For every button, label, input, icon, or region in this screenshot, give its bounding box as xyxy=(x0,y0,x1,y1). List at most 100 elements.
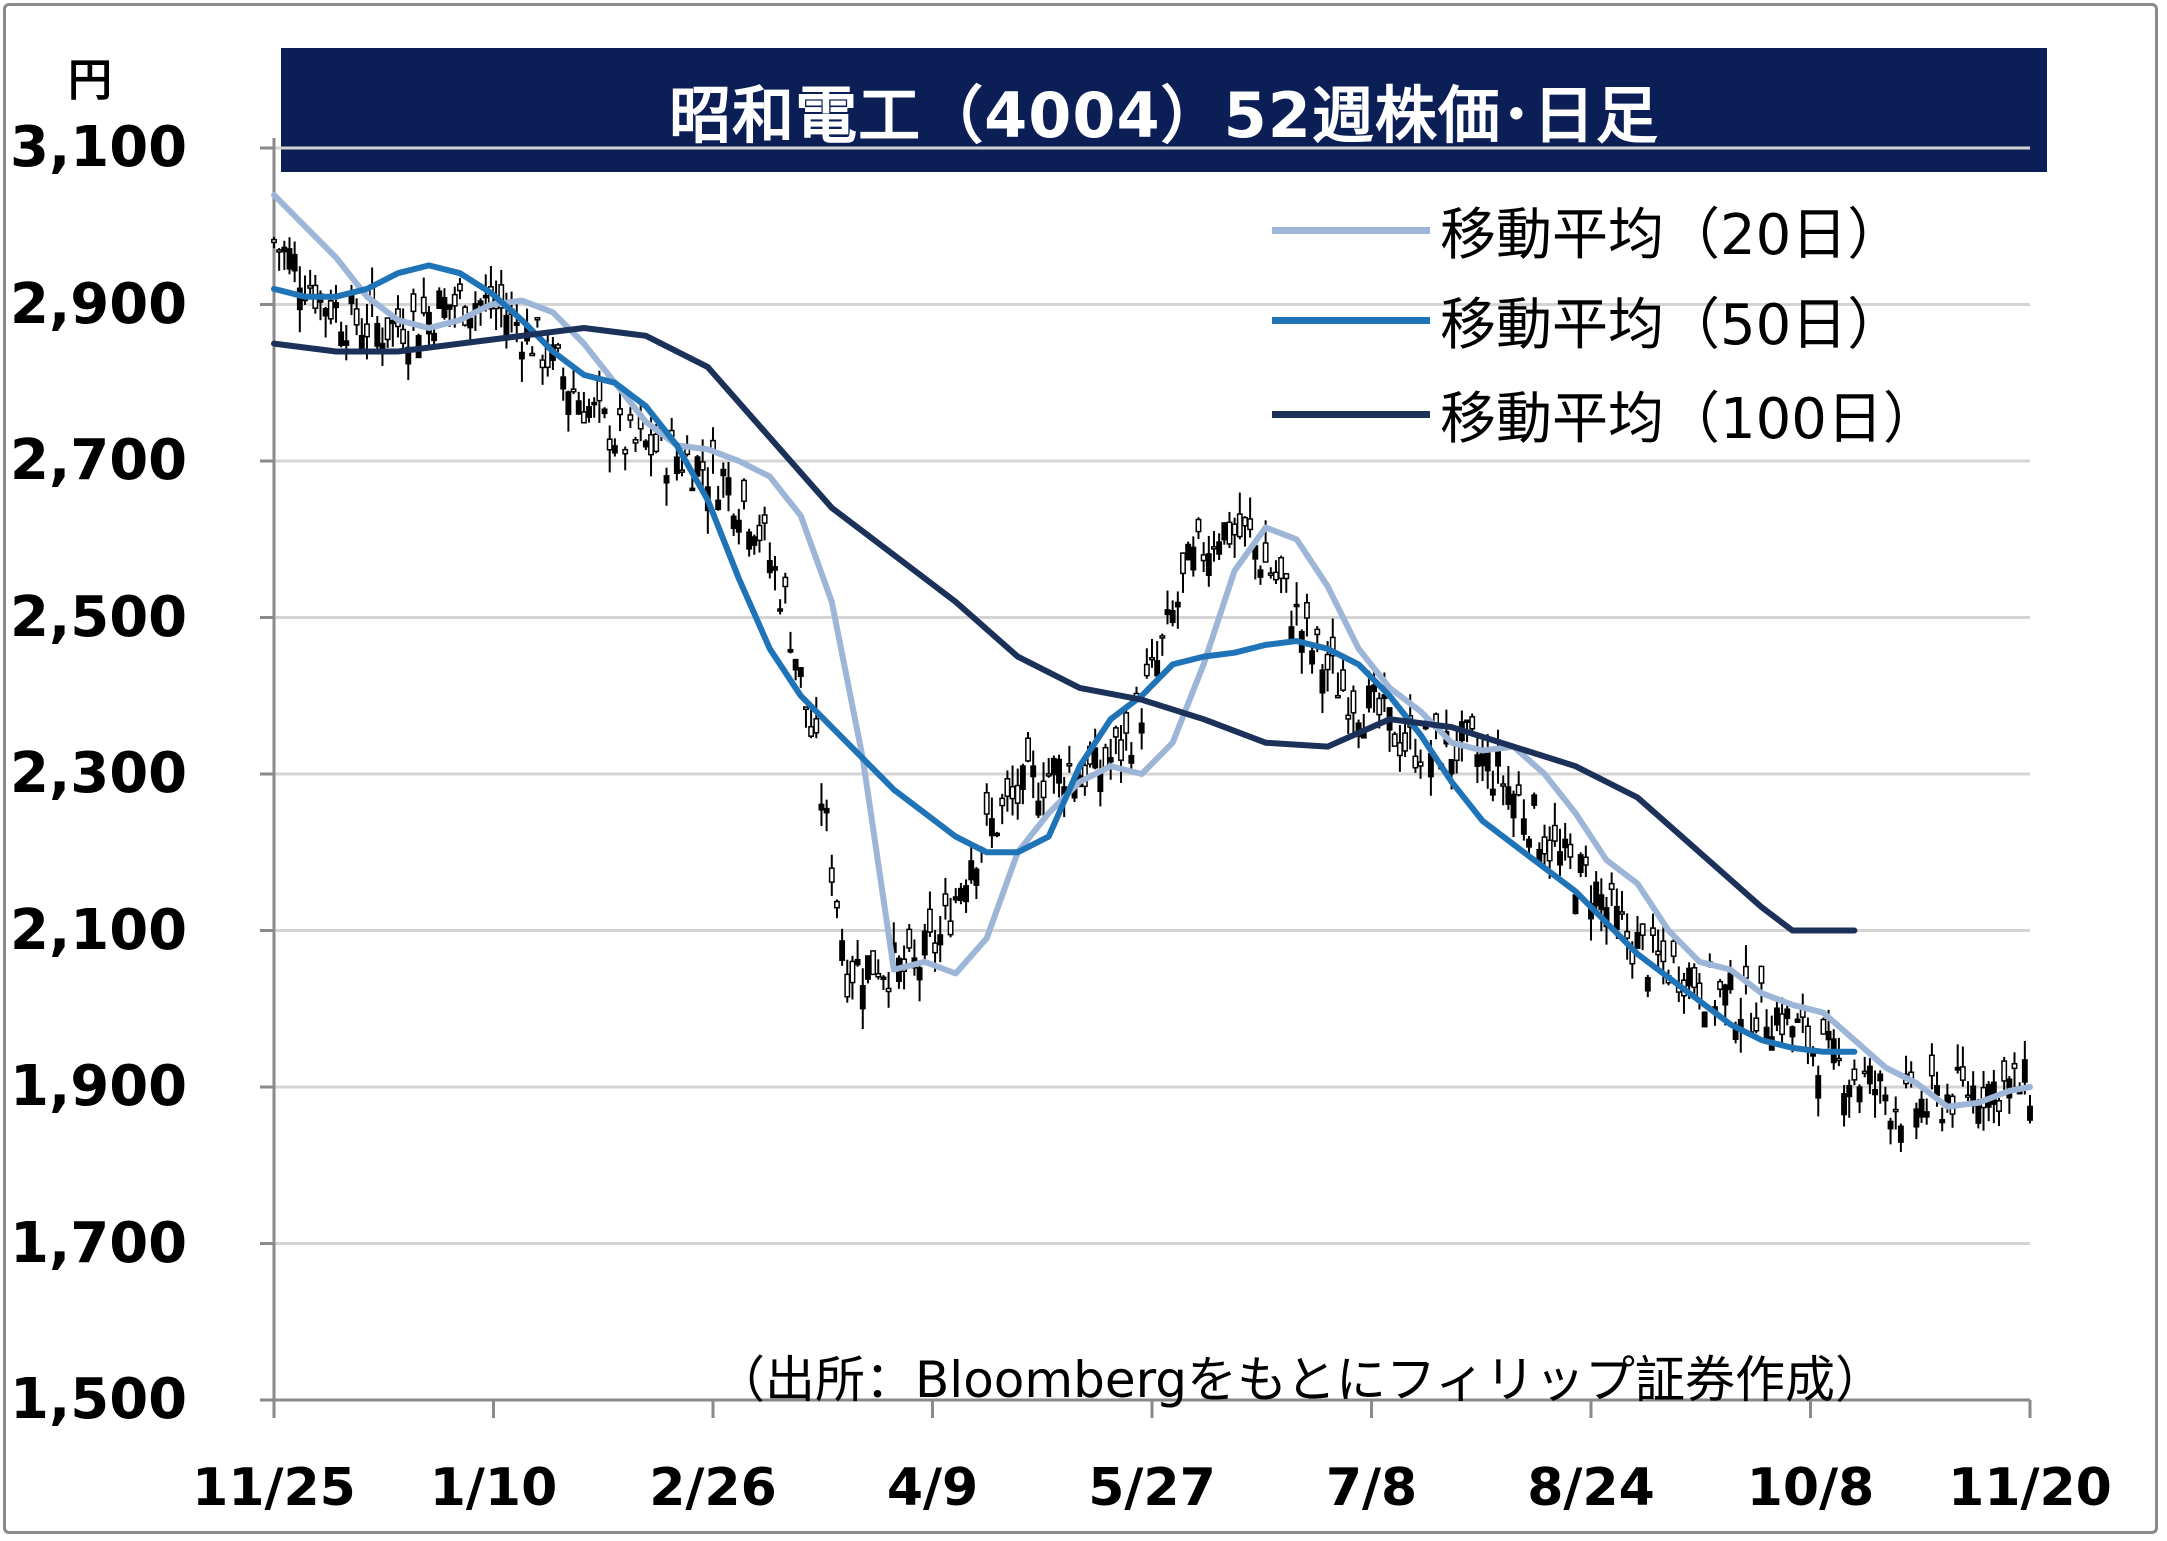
candle-body xyxy=(580,411,587,424)
candle-body xyxy=(1495,750,1501,767)
x-tick-label: 10/8 xyxy=(1746,1458,1875,1518)
candle-body xyxy=(1107,757,1114,763)
candle-body xyxy=(1872,1089,1879,1096)
legend-item-ma100: 移動平均（100日） xyxy=(1272,374,1939,454)
candle-body xyxy=(1882,1094,1889,1102)
candle-body xyxy=(1035,800,1042,816)
candle-body xyxy=(834,900,840,909)
candle-body xyxy=(1572,894,1579,915)
candle-body xyxy=(446,304,453,310)
candle-body xyxy=(291,253,298,272)
candle-body xyxy=(379,342,386,350)
candle-body xyxy=(1753,1017,1760,1032)
candle-body xyxy=(333,302,339,309)
candle-body xyxy=(1396,742,1403,757)
candle-body xyxy=(1784,1008,1791,1020)
candle-body xyxy=(1004,778,1011,797)
candle-body xyxy=(880,976,887,981)
candle-body xyxy=(1515,784,1522,796)
candle-body xyxy=(1180,552,1186,575)
candle-body xyxy=(1365,685,1372,709)
candle-body xyxy=(1918,1098,1925,1118)
y-tick-label: 2,300 xyxy=(10,741,188,806)
candle-body xyxy=(1505,786,1512,805)
candle-body xyxy=(1866,1065,1873,1085)
candle-body xyxy=(1846,1084,1853,1098)
candle-body xyxy=(1309,650,1316,665)
x-tick-label: 2/26 xyxy=(649,1458,777,1518)
candle-body xyxy=(1469,716,1476,730)
candle-body xyxy=(353,308,360,326)
candle-body xyxy=(694,456,701,477)
candle-body xyxy=(1205,553,1212,576)
candle-body xyxy=(720,468,727,477)
candle-body xyxy=(1169,610,1176,624)
candle-body xyxy=(1056,758,1062,784)
candle-body xyxy=(611,445,618,454)
candle-body xyxy=(1928,1054,1935,1077)
candle-body xyxy=(1019,765,1026,791)
candle-body xyxy=(1660,940,1667,963)
candle-body xyxy=(679,469,685,473)
candle-body xyxy=(441,296,448,318)
candle-body xyxy=(1479,752,1486,767)
series-line-ma100 xyxy=(271,325,1858,934)
candle-body xyxy=(1138,722,1145,734)
candle-body xyxy=(1236,513,1243,538)
y-tick-label: 1,500 xyxy=(10,1367,188,1432)
candle-body xyxy=(1577,854,1584,874)
x-tick-label: 7/8 xyxy=(1325,1458,1418,1518)
candle-body xyxy=(1448,759,1455,775)
candle-body xyxy=(1123,712,1130,734)
candle-body xyxy=(1541,836,1548,855)
candle-body xyxy=(1014,784,1021,804)
candle-body xyxy=(601,408,608,415)
candle-body xyxy=(1887,1120,1894,1130)
candle-body xyxy=(322,307,329,317)
candle-body xyxy=(436,290,443,310)
candle-body xyxy=(777,608,784,612)
candle-body xyxy=(1092,747,1099,769)
x-tick-label: 1/10 xyxy=(429,1458,558,1518)
y-tick-label: 1,900 xyxy=(10,1054,188,1119)
candle-body xyxy=(2021,1059,2028,1083)
source-note: （出所：Bloombergをもとにフィリップ証券作成） xyxy=(715,1351,1885,1409)
candle-body xyxy=(1376,697,1383,716)
candle-body xyxy=(885,987,892,993)
candle-body xyxy=(586,406,592,418)
candle-body xyxy=(425,311,432,335)
candle-body xyxy=(1231,523,1238,536)
candle-body xyxy=(653,433,660,453)
candle-body xyxy=(751,536,758,546)
candle-body xyxy=(1959,1066,1966,1081)
candle-body xyxy=(1149,656,1155,661)
y-tick-label: 2,900 xyxy=(10,271,188,337)
candle-body xyxy=(1221,522,1228,541)
candle-body xyxy=(467,317,474,329)
candle-body xyxy=(1567,843,1574,858)
candle-body xyxy=(1334,694,1341,699)
candle-body xyxy=(932,942,939,954)
candle-body xyxy=(1500,783,1507,787)
candle-body xyxy=(1551,824,1558,842)
candle-body xyxy=(271,238,277,244)
candle-body xyxy=(921,930,928,956)
candle-body xyxy=(1143,663,1150,677)
candle-body xyxy=(627,414,634,421)
candle-body xyxy=(1489,788,1496,796)
candle-body xyxy=(988,818,995,837)
candle-body xyxy=(529,352,536,357)
candle-body xyxy=(348,294,355,305)
candle-body xyxy=(942,893,949,907)
candle-body xyxy=(1717,980,1724,990)
candle-body xyxy=(648,434,654,456)
candle-body xyxy=(364,323,370,338)
candle-body xyxy=(803,706,809,711)
candle-body xyxy=(518,351,525,360)
candle-body xyxy=(1066,763,1073,767)
candle-body xyxy=(756,524,763,542)
candle-body xyxy=(839,940,846,961)
chart-frame xyxy=(3,3,2158,1534)
candle-body xyxy=(782,576,789,588)
candle-body xyxy=(1102,746,1109,769)
